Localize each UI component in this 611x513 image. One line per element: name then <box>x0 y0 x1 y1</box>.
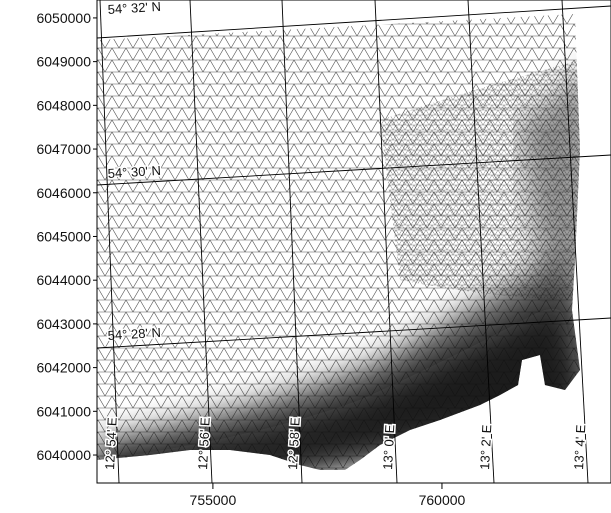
y-tick-label: 6047000 <box>36 141 91 157</box>
y-tick-label: 6049000 <box>36 54 91 70</box>
longitude-line <box>561 0 589 483</box>
y-tick-label: 6048000 <box>36 97 91 113</box>
latitude-line <box>97 154 611 186</box>
latitude-label: 54° 28' N <box>107 325 161 343</box>
y-tick-label: 6041000 <box>36 403 91 419</box>
y-tick-label: 6044000 <box>36 272 91 288</box>
x-tick-label: 760000 <box>419 492 466 508</box>
y-tick-label: 6040000 <box>36 447 91 463</box>
longitude-label: 13° 0' E <box>380 424 397 470</box>
y-tick-label: 6045000 <box>36 228 91 244</box>
longitude-line <box>189 0 213 483</box>
longitude-label: 12° 54' E <box>102 417 120 471</box>
latitude-line <box>97 5 611 39</box>
graticule: 54° 32' N 54° 30' N 54° 28' N 12° 54' E 12° … <box>97 0 611 483</box>
x-tick-label: 755000 <box>190 492 237 508</box>
longitude-line <box>374 0 398 483</box>
longitude-label: 12° 58' E <box>285 417 303 471</box>
plot-area: 54° 32' N 54° 30' N 54° 28' N 12° 54' E 12° … <box>97 0 611 483</box>
longitude-label: 13° 2' E <box>477 424 494 470</box>
longitude-line <box>467 0 495 483</box>
plot-frame <box>96 0 611 484</box>
y-tick-label: 6043000 <box>36 316 91 332</box>
longitude-label: 12° 56' E <box>195 417 213 471</box>
y-tick-label: 6046000 <box>36 185 91 201</box>
longitude-line <box>99 0 120 483</box>
mesh <box>97 14 580 470</box>
latitude-label: 54° 32' N <box>107 0 161 17</box>
latitude-line <box>97 317 611 349</box>
y-tick-label: 6050000 <box>36 10 91 26</box>
longitude-label: 13° 4' E <box>571 424 588 470</box>
longitude-line <box>281 0 303 483</box>
latitude-label: 54° 30' N <box>107 163 161 181</box>
y-tick-label: 6042000 <box>36 360 91 376</box>
